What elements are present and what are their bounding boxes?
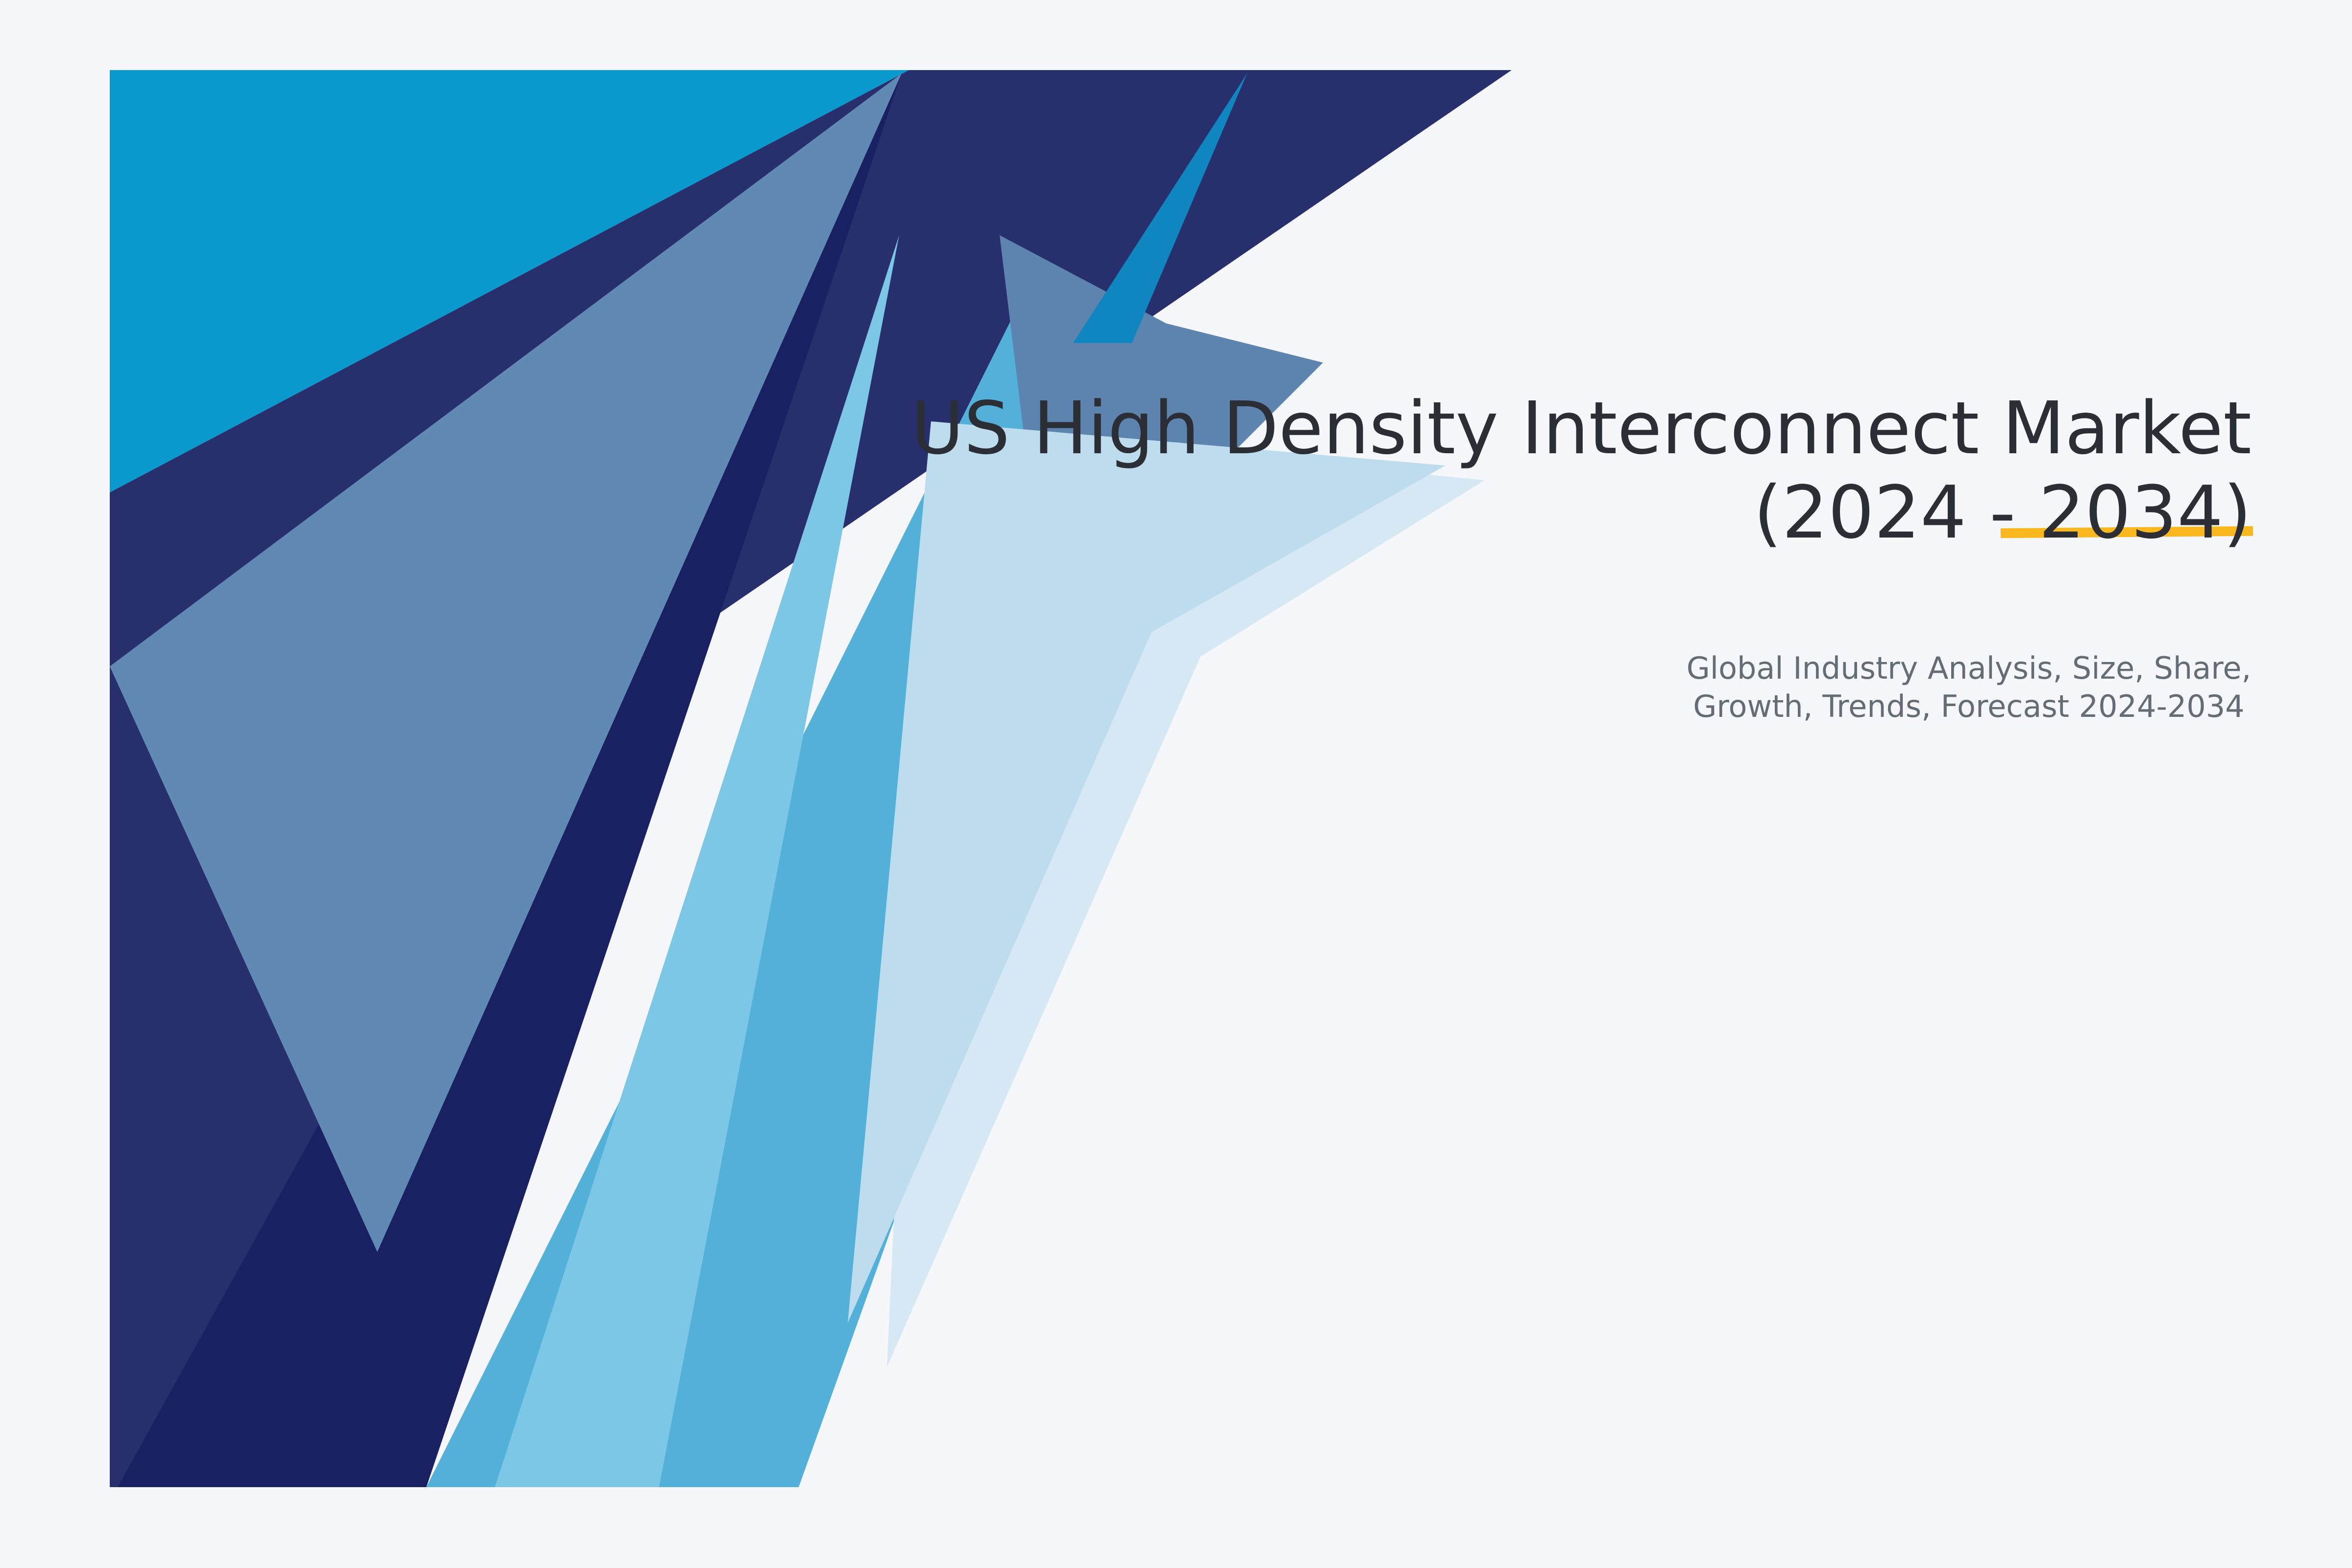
sky-deep-sliver [1073, 74, 1247, 343]
report-subtitle: Global Industry Analysis, Size, Share, G… [1642, 649, 2296, 726]
report-subtitle-line-2: Growth, Trends, Forecast 2024-2034 [1693, 688, 2245, 724]
sky-light-wedge [495, 235, 899, 1487]
report-subtitle-line-1: Global Industry Analysis, Size, Share, [1686, 650, 2252, 686]
steel-left-wedge [110, 74, 902, 1252]
report-title-line-1: US High Density Interconnect Market [910, 386, 2252, 470]
pale-blue-triangle [848, 421, 1446, 1323]
report-title-line-2: (2024 - 2034) [1753, 470, 2252, 555]
report-title: US High Density Interconnect Market (202… [684, 386, 2252, 555]
